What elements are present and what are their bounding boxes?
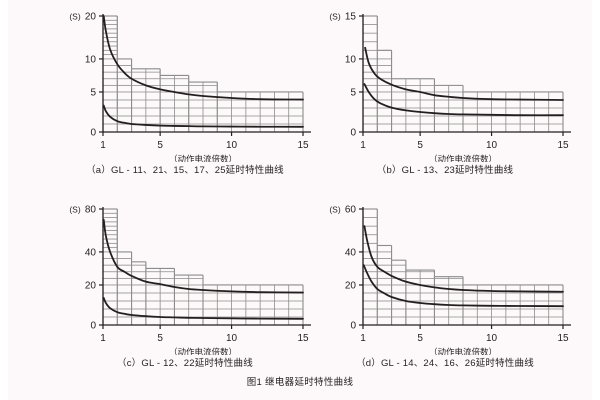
svg-text:20: 20	[85, 12, 97, 23]
svg-text:1: 1	[100, 333, 106, 344]
svg-text:（动作电流倍数）: （动作电流倍数）	[429, 347, 497, 355]
chart-caption-b: （b）GL - 13、23延时特性曲线	[376, 165, 514, 176]
chart-panel-a: 0 5 10 20 1 5 10 15 (S) （动作电流倍数） （a）GL - 11、21、15…	[55, 2, 315, 192]
svg-text:40: 40	[85, 248, 97, 259]
svg-text:5: 5	[350, 88, 356, 99]
svg-text:10: 10	[226, 333, 238, 344]
figure-title: 图1 继电器延时特性曲线	[246, 377, 354, 388]
svg-text:20: 20	[85, 281, 97, 292]
svg-text:10: 10	[345, 55, 357, 66]
svg-text:(S): (S)	[329, 12, 341, 22]
svg-text:（动作电流倍数）: （动作电流倍数）	[169, 154, 237, 162]
svg-text:5: 5	[157, 140, 163, 151]
svg-text:10: 10	[486, 140, 498, 151]
svg-text:60: 60	[345, 205, 357, 216]
page-background	[8, 0, 592, 400]
svg-text:10: 10	[486, 333, 498, 344]
svg-text:10: 10	[85, 55, 97, 66]
svg-text:5: 5	[417, 140, 423, 151]
svg-text:（动作电流倍数）: （动作电流倍数）	[429, 154, 497, 162]
svg-text:5: 5	[417, 333, 423, 344]
chart-caption-c: （c）GL - 12、22延时特性曲线	[117, 358, 253, 369]
svg-text:(S): (S)	[329, 205, 341, 215]
svg-text:0: 0	[90, 321, 96, 332]
svg-text:15: 15	[297, 333, 309, 344]
svg-text:15: 15	[345, 12, 357, 23]
svg-text:（动作电流倍数）: （动作电流倍数）	[169, 347, 237, 355]
chart-panel-c: 0 20 40 80 1 5 10 15 (S) （动作电流倍数） （c）GL - 12、22延时…	[55, 195, 315, 385]
svg-text:10: 10	[226, 140, 238, 151]
svg-text:5: 5	[157, 333, 163, 344]
svg-text:15: 15	[557, 333, 569, 344]
svg-text:0: 0	[350, 321, 356, 332]
svg-text:5: 5	[90, 88, 96, 99]
svg-text:(S): (S)	[69, 205, 81, 215]
svg-text:15: 15	[557, 140, 569, 151]
chart-caption-d: （d）GL - 14、24、16、26延时特性曲线	[356, 358, 534, 369]
svg-text:1: 1	[360, 140, 366, 151]
svg-text:80: 80	[85, 205, 97, 216]
chart-panel-b: 0 5 10 15 1 5 10 15 (S) （动作电流倍数） （b）GL - 13、23延时特…	[315, 2, 575, 192]
svg-text:1: 1	[100, 140, 106, 151]
chart-panel-d: 0 20 40 60 1 5 10 15 (S) （动作电流倍数） （d）GL - 14、24、1…	[315, 195, 575, 385]
svg-text:1: 1	[360, 333, 366, 344]
svg-text:(S): (S)	[69, 12, 81, 22]
svg-text:40: 40	[345, 248, 357, 259]
svg-text:15: 15	[297, 140, 309, 151]
svg-text:20: 20	[345, 281, 357, 292]
svg-text:0: 0	[350, 128, 356, 139]
chart-caption-a: （a）GL - 11、21、15、17、25延时特性曲线	[86, 165, 284, 176]
svg-text:0: 0	[90, 128, 96, 139]
